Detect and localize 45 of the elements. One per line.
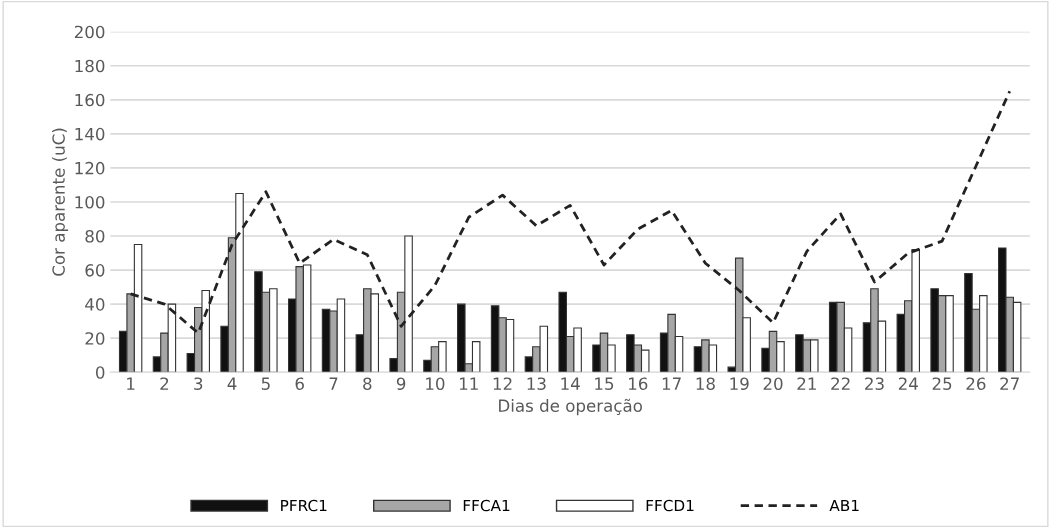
y-tick-label: 200 <box>74 25 105 39</box>
x-tick-label: 14 <box>561 377 580 390</box>
y-tick-label: 20 <box>85 332 105 345</box>
x-tick-label: 5 <box>261 377 270 390</box>
x-axis-title: Dias de operação <box>499 398 642 416</box>
y-tick-label: 180 <box>75 59 105 73</box>
y-axis-title: Cor aparente (uC) <box>52 128 69 276</box>
x-tick-label: 17 <box>662 377 681 390</box>
x-tick-label: 23 <box>865 377 884 390</box>
x-tick-label: 4 <box>227 377 237 390</box>
x-tick-label: 1 <box>127 377 135 390</box>
x-tick-label: 25 <box>932 377 952 390</box>
x-tick-label: 19 <box>730 377 749 390</box>
legend-label: FFCA1 <box>463 499 510 512</box>
x-tick-label: 2 <box>160 377 169 390</box>
x-tick-label: 24 <box>898 377 918 390</box>
y-tick-label: 80 <box>85 229 105 243</box>
x-tick-label: 3 <box>194 377 203 390</box>
x-tick-label: 11 <box>459 377 478 390</box>
x-tick-label: 9 <box>396 377 406 390</box>
x-tick-label: 20 <box>763 377 783 390</box>
x-tick-label: 27 <box>1000 377 1019 390</box>
y-tick-label: 160 <box>75 93 105 107</box>
legend-label: AB1 <box>829 499 859 512</box>
x-tick-label: 16 <box>629 377 648 390</box>
line-series <box>129 89 1012 335</box>
x-tick-label: 21 <box>797 377 816 390</box>
y-tick-label: 120 <box>75 161 105 175</box>
y-tick-label: 40 <box>85 298 105 311</box>
x-tick-label: 8 <box>363 377 372 390</box>
x-tick-label: 15 <box>595 377 614 390</box>
x-tick-label: 7 <box>329 377 338 390</box>
y-tick-label: 60 <box>85 264 105 277</box>
x-tick-label: 26 <box>966 377 986 390</box>
x-tick-label: 18 <box>696 377 715 390</box>
x-tick-label: 22 <box>831 377 850 390</box>
y-tick-label: 0 <box>95 366 105 379</box>
x-tick-label: 6 <box>295 377 304 390</box>
x-tick-label: 13 <box>527 377 546 390</box>
y-tick-label: 140 <box>75 127 105 141</box>
x-tick-label: 12 <box>493 377 512 390</box>
legend-label: FFCD1 <box>646 499 694 512</box>
legend-label: PFRC1 <box>281 499 327 512</box>
x-tick-label: 10 <box>426 377 445 390</box>
y-tick-label: 100 <box>75 195 105 209</box>
